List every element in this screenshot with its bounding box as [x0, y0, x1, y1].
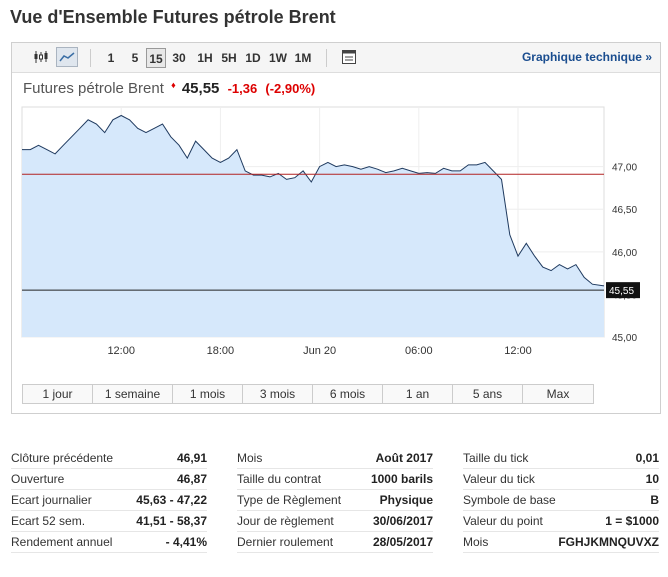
stat-label: Type de Règlement: [237, 493, 342, 507]
stat-row: Mois FGHJKMNQUVXZ: [463, 532, 659, 553]
toolbar-divider: [90, 49, 91, 67]
stat-label: Rendement annuel: [11, 535, 113, 549]
stat-label: Valeur du tick: [463, 472, 535, 486]
y-tick-label: 46,50: [612, 205, 637, 216]
stats-column-2: Mois Août 2017 Taille du contrat 1000 baril…: [237, 448, 433, 553]
interval-1[interactable]: 1: [107, 51, 115, 65]
stat-row: Clôture précédente 46,91: [11, 448, 207, 469]
stat-value: 46,87: [176, 472, 207, 486]
stat-label: Clôture précédente: [11, 451, 114, 465]
last-price-badge: [606, 282, 640, 299]
stat-row: Dernier roulement 28/05/2017: [237, 532, 433, 553]
range-6-mois[interactable]: 6 mois: [313, 385, 383, 403]
stat-row: Valeur du point 1 = $1000: [463, 511, 659, 532]
chart-panel: 1 5 15 30 1H 5H 1D 1W 1M Graphique technique » F…: [11, 42, 661, 414]
price-change: -1,36: [227, 81, 258, 96]
range-5-ans[interactable]: 5 ans: [453, 385, 523, 403]
range-selector: 1 jour 1 semaine 1 mois 3 mois 6 mois 1 an 5 a…: [22, 384, 594, 404]
interval-1m[interactable]: 1M: [294, 51, 312, 65]
range-1-an[interactable]: 1 an: [383, 385, 453, 403]
y-tick-label: 45,00: [612, 333, 637, 344]
stat-value: 46,91: [176, 451, 207, 465]
price-chart[interactable]: 45,0045,5046,0046,5047,0045,5512:0018:00…: [12, 103, 660, 375]
stat-value: 1 = $1000: [605, 514, 659, 528]
range-1-jour[interactable]: 1 jour: [23, 385, 93, 403]
stat-label: Ecart journalier: [11, 493, 92, 507]
last-price-label: 45,55: [609, 286, 634, 297]
stat-row: Ecart journalier 45,63 - 47,22: [11, 490, 207, 511]
page-title: Vue d'Ensemble Futures pétrole Brent: [10, 7, 336, 27]
stat-value: B: [650, 493, 659, 507]
x-tick-label: 06:00: [405, 345, 433, 357]
interval-1d[interactable]: 1D: [245, 51, 261, 65]
stat-value: FGHJKMNQUVXZ: [558, 535, 659, 549]
x-tick-label: 18:00: [207, 345, 235, 357]
stat-row: Valeur du tick 10: [463, 469, 659, 490]
interval-5[interactable]: 5: [131, 51, 139, 65]
y-tick-label: 46,00: [612, 248, 637, 259]
range-1-semaine[interactable]: 1 semaine: [93, 385, 173, 403]
stats-column-3: Taille du tick 0,01 Valeur du tick 10 Symbol…: [463, 448, 659, 553]
last-price: 45,55: [181, 80, 220, 97]
price-line: [22, 114, 605, 287]
chart-toolbar: 1 5 15 30 1H 5H 1D 1W 1M Graphique technique »: [12, 43, 660, 73]
price-change-pct: (-2,90%): [265, 81, 316, 96]
stat-value: 30/06/2017: [372, 514, 433, 528]
stat-value: 10: [645, 472, 659, 486]
stat-row: Taille du tick 0,01: [463, 448, 659, 469]
toolbar-divider: [326, 49, 327, 67]
stat-value: 41,51 - 58,37: [136, 514, 207, 528]
interval-30[interactable]: 30: [172, 51, 186, 65]
stat-value: - 4,41%: [165, 535, 207, 549]
technical-chart-link[interactable]: Graphique technique »: [521, 50, 652, 64]
x-tick-label: 12:00: [107, 345, 135, 357]
quote-header: Futures pétrole Brent ♦ 45,55 -1,36 (-2,…: [23, 80, 315, 97]
stat-label: Valeur du point: [463, 514, 543, 528]
down-arrow-icon: ♦: [171, 80, 176, 90]
stat-label: Dernier roulement: [237, 535, 334, 549]
stat-label: Mois: [463, 535, 489, 549]
instrument-name: Futures pétrole Brent: [23, 80, 164, 97]
interval-5h[interactable]: 5H: [221, 51, 237, 65]
stat-label: Ouverture: [11, 472, 65, 486]
stat-label: Jour de règlement: [237, 514, 334, 528]
stat-row: Rendement annuel - 4,41%: [11, 532, 207, 553]
stat-value: 45,63 - 47,22: [136, 493, 207, 507]
stat-row: Mois Août 2017: [237, 448, 433, 469]
stat-row: Ouverture 46,87: [11, 469, 207, 490]
stat-value: Août 2017: [375, 451, 433, 465]
stat-value: 1000 barils: [370, 472, 433, 486]
range-max[interactable]: Max: [523, 385, 593, 403]
interval-1w[interactable]: 1W: [269, 51, 287, 65]
stat-row: Taille du contrat 1000 barils: [237, 469, 433, 490]
x-tick-label: Jun 20: [303, 345, 336, 357]
stat-row: Jour de règlement 30/06/2017: [237, 511, 433, 532]
stat-label: Taille du tick: [463, 451, 529, 465]
table-icon[interactable]: [338, 47, 360, 67]
stat-row: Symbole de base B: [463, 490, 659, 511]
stat-label: Ecart 52 sem.: [11, 514, 86, 528]
stat-label: Mois: [237, 451, 263, 465]
stat-row: Type de Règlement Physique: [237, 490, 433, 511]
candlestick-icon[interactable]: [30, 47, 52, 67]
range-1-mois[interactable]: 1 mois: [173, 385, 243, 403]
stat-value: 0,01: [635, 451, 659, 465]
stat-value: 28/05/2017: [372, 535, 433, 549]
y-tick-label: 47,00: [612, 163, 637, 174]
range-3-mois[interactable]: 3 mois: [243, 385, 313, 403]
price-area: [22, 115, 604, 337]
interval-15[interactable]: 15: [146, 48, 166, 68]
stats-column-1: Clôture précédente 46,91 Ouverture 46,87 Eca…: [11, 448, 207, 553]
stat-label: Symbole de base: [463, 493, 556, 507]
x-tick-label: 12:00: [504, 345, 532, 357]
interval-1h[interactable]: 1H: [197, 51, 213, 65]
stat-value: Physique: [379, 493, 433, 507]
stat-row: Ecart 52 sem. 41,51 - 58,37: [11, 511, 207, 532]
stat-label: Taille du contrat: [237, 472, 322, 486]
area-chart-icon[interactable]: [56, 47, 78, 67]
